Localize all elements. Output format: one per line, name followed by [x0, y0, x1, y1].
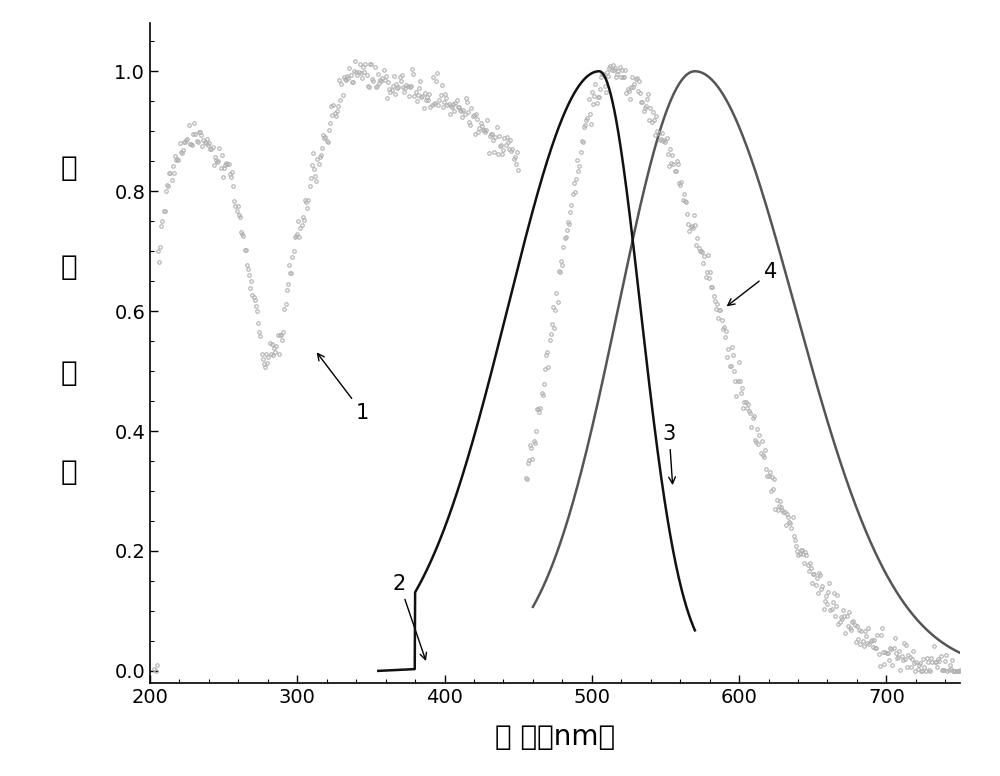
Text: 4: 4 [728, 262, 777, 306]
X-axis label: 波 长（nm）: 波 长（nm） [495, 723, 615, 751]
Text: 强: 强 [61, 359, 77, 387]
Text: 2: 2 [393, 574, 426, 660]
Text: 对: 对 [61, 253, 77, 282]
Text: 相: 相 [61, 154, 77, 182]
Text: 3: 3 [663, 424, 676, 483]
Text: 1: 1 [318, 354, 369, 423]
Text: 度: 度 [61, 458, 77, 486]
